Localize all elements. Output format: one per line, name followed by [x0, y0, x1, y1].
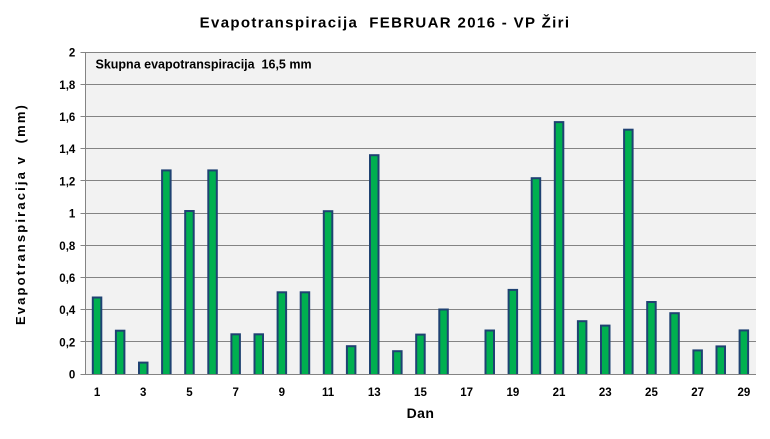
- svg-text:5: 5: [186, 387, 193, 399]
- svg-text:29: 29: [737, 387, 750, 399]
- svg-text:17: 17: [460, 387, 473, 399]
- svg-text:Evapotranspiracija v (mm): Evapotranspiracija v (mm): [13, 103, 28, 325]
- svg-text:1,2: 1,2: [59, 176, 75, 188]
- svg-text:9: 9: [279, 387, 285, 399]
- svg-text:1: 1: [94, 387, 101, 399]
- svg-text:0,8: 0,8: [59, 241, 76, 253]
- svg-text:0: 0: [69, 370, 75, 382]
- svg-text:Dan: Dan: [407, 405, 435, 421]
- svg-text:25: 25: [645, 387, 658, 399]
- svg-text:19: 19: [506, 387, 519, 399]
- svg-text:1,4: 1,4: [59, 144, 76, 156]
- svg-text:1,6: 1,6: [59, 112, 75, 124]
- svg-text:1: 1: [69, 209, 76, 221]
- svg-text:7: 7: [232, 387, 238, 399]
- svg-text:13: 13: [368, 387, 381, 399]
- svg-text:Evapotranspiracija FEBRUAR 20: Evapotranspiracija FEBRUAR 2016 - VP Žir…: [200, 14, 571, 32]
- svg-text:0,6: 0,6: [59, 273, 75, 285]
- svg-text:3: 3: [140, 387, 146, 399]
- svg-text:1,8: 1,8: [59, 80, 76, 92]
- svg-text:27: 27: [691, 387, 704, 399]
- svg-text:2: 2: [69, 48, 75, 60]
- svg-text:15: 15: [414, 387, 427, 399]
- svg-text:Skupna evapotranspiracija 16,: Skupna evapotranspiracija 16,5 mm: [96, 58, 312, 72]
- svg-text:21: 21: [553, 387, 566, 399]
- svg-text:23: 23: [599, 387, 612, 399]
- svg-text:0,2: 0,2: [59, 337, 75, 349]
- svg-text:0,4: 0,4: [59, 305, 76, 317]
- svg-text:11: 11: [322, 387, 335, 399]
